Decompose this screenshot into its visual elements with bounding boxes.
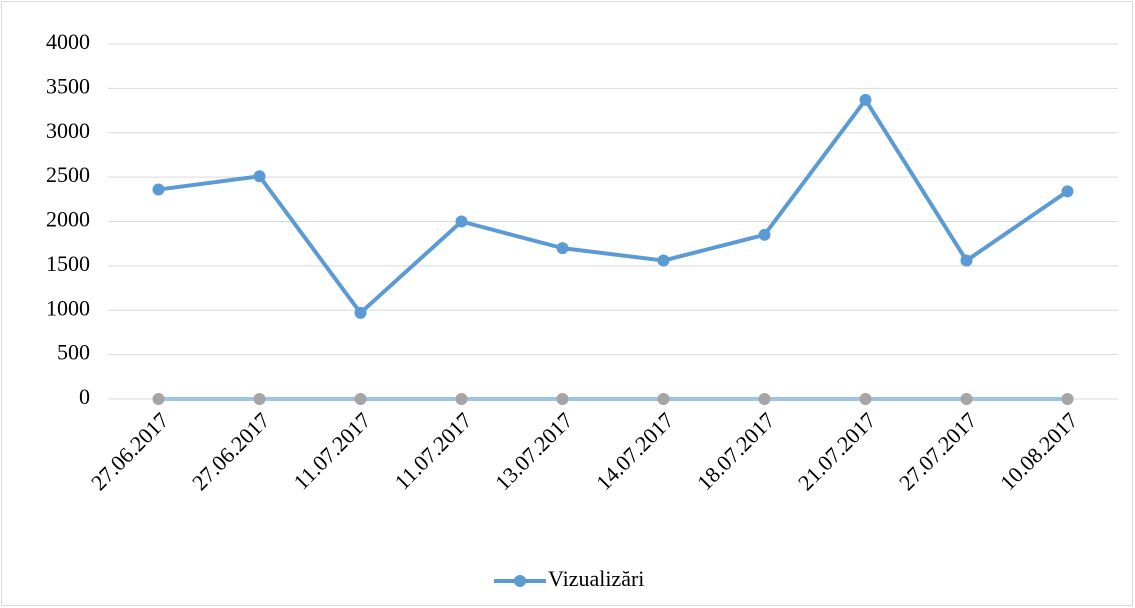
point-marker <box>253 170 266 183</box>
point-marker <box>960 254 973 267</box>
point-marker <box>859 93 872 106</box>
series-line <box>158 97 1069 315</box>
y-tick-label: 4000 <box>46 29 90 54</box>
point-marker <box>1061 393 1074 405</box>
point-marker <box>758 228 771 241</box>
point-marker <box>455 393 468 405</box>
y-tick-label: 2500 <box>46 162 90 187</box>
point-marker <box>253 393 266 405</box>
legend-label: Vizualizări <box>548 566 644 591</box>
y-tick-label: 1500 <box>46 251 90 276</box>
y-tick-label: 3500 <box>46 73 90 98</box>
point-marker <box>152 183 165 196</box>
y-tick-label: 2000 <box>46 207 90 232</box>
legend-marker <box>514 575 526 587</box>
point-marker <box>354 393 367 405</box>
point-marker <box>657 393 670 405</box>
point-marker <box>556 393 569 405</box>
y-tick-label: 0 <box>79 384 90 409</box>
point-marker <box>1061 185 1074 198</box>
point-marker <box>758 393 771 405</box>
point-marker <box>152 393 165 405</box>
y-tick-label: 500 <box>57 340 90 365</box>
point-marker <box>657 254 670 267</box>
point-marker <box>859 393 872 405</box>
point-marker <box>354 306 367 319</box>
y-tick-label: 1000 <box>46 295 90 320</box>
point-marker <box>455 215 468 228</box>
point-marker <box>960 393 973 405</box>
point-marker <box>556 242 569 255</box>
y-tick-label: 3000 <box>46 118 90 143</box>
